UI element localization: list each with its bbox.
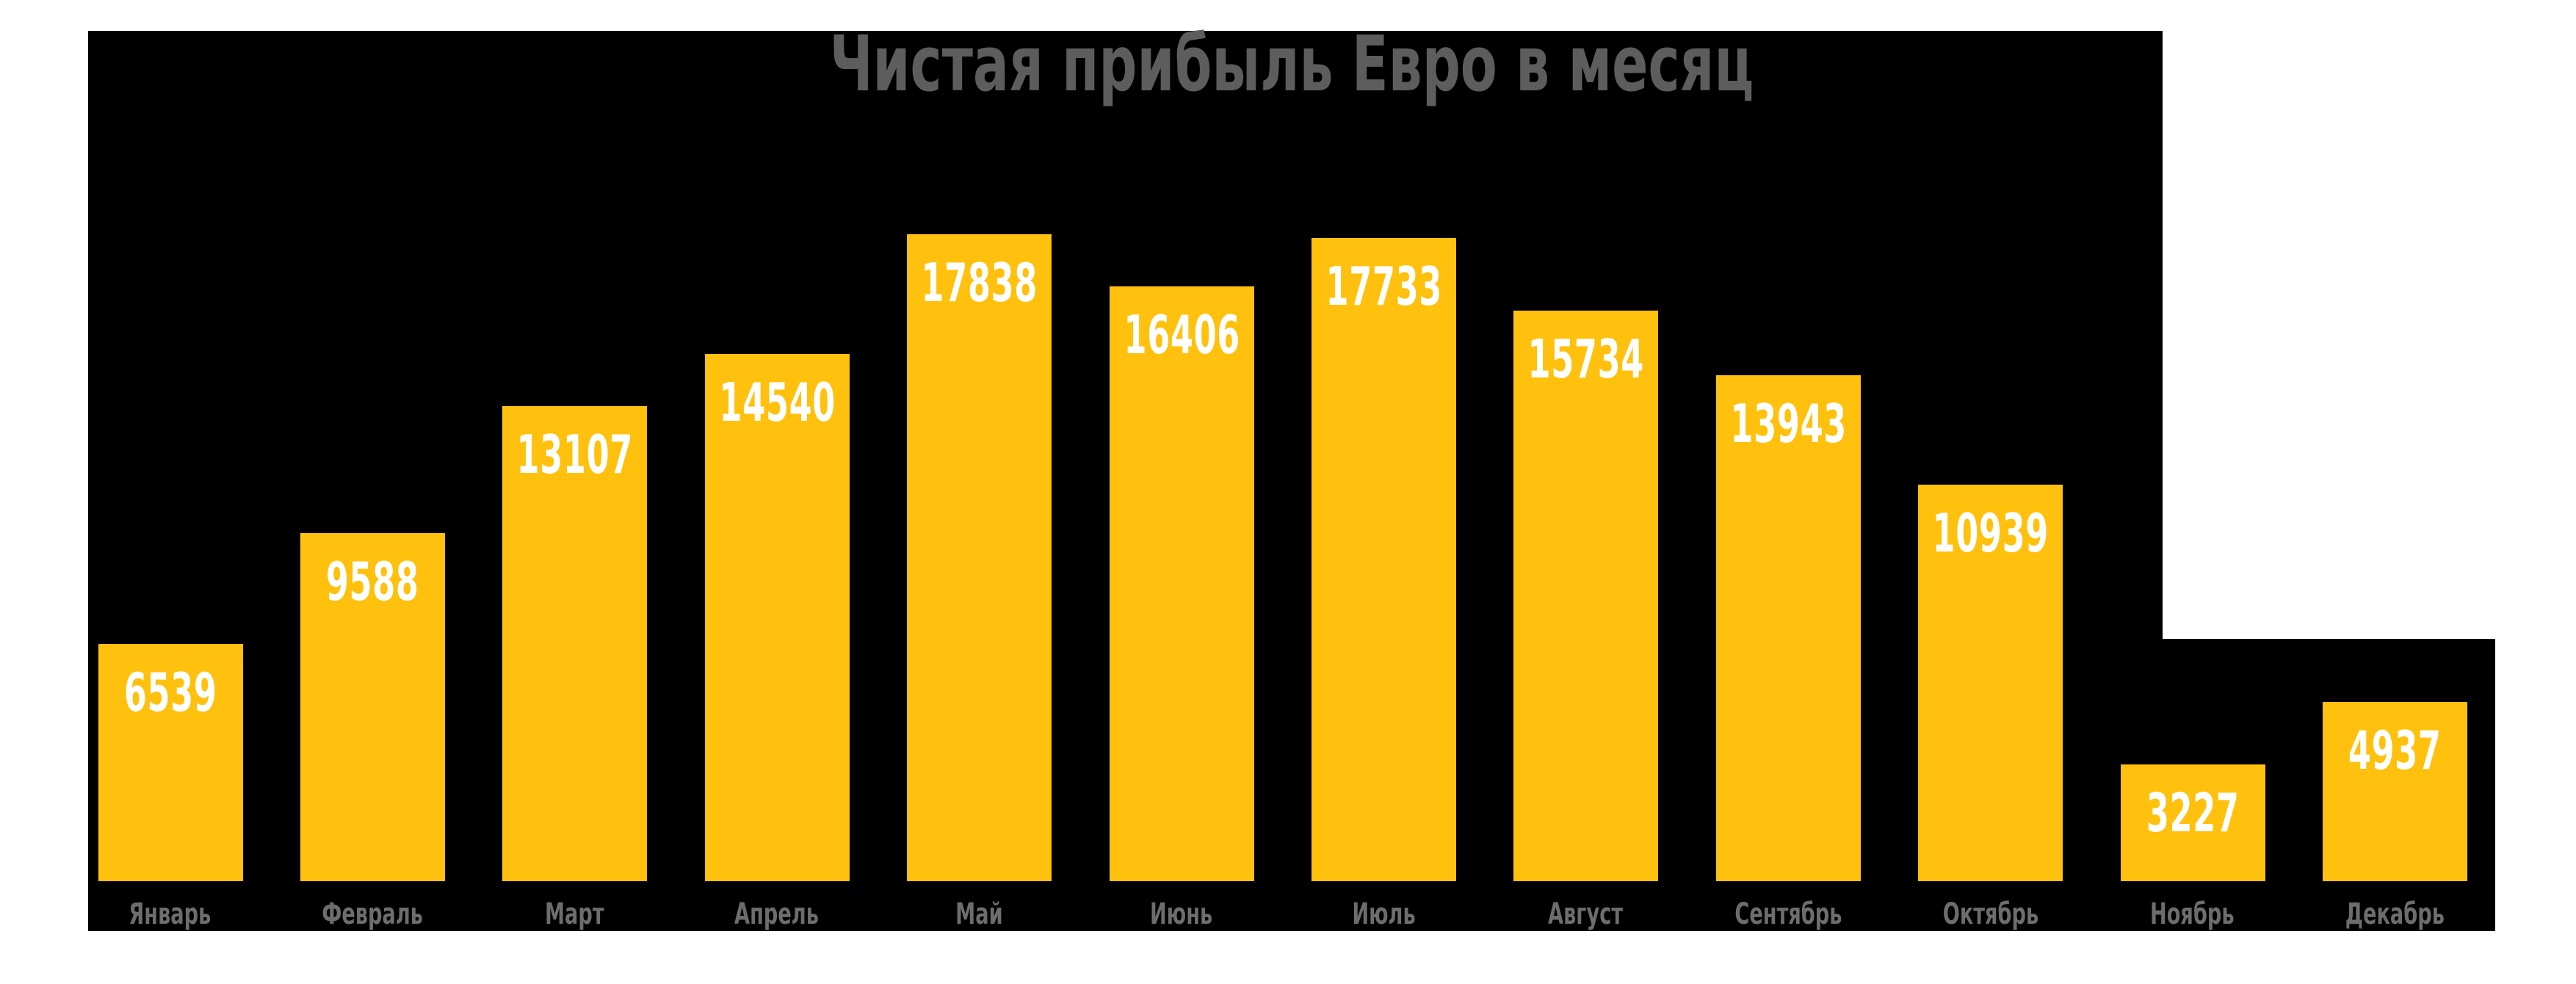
- month-axis-label: Ноябрь: [2091, 897, 2293, 931]
- bar-value-label: 14540: [719, 372, 836, 433]
- month-axis-label-text: Февраль: [322, 897, 424, 931]
- bar-value-label: 16406: [1124, 304, 1240, 366]
- chart-title: Чистая прибыль Евро в месяц: [88, 23, 2495, 104]
- bar: 17733: [1311, 238, 1456, 881]
- month-axis-label-text: Январь: [129, 897, 211, 931]
- month-axis-label: Февраль: [272, 897, 474, 931]
- bar: 10939: [1918, 485, 2063, 881]
- month-axis-label-text: Сентябрь: [1734, 897, 1842, 931]
- bar: 14540: [705, 354, 850, 881]
- bar: 13943: [1716, 375, 1861, 881]
- bar: 15734: [1513, 311, 1658, 881]
- bar-value-label: 4937: [2348, 720, 2442, 781]
- month-axis-label: Июль: [1283, 897, 1485, 931]
- month-axis-label-text: Август: [1548, 897, 1624, 931]
- month-axis-label: Июнь: [1080, 897, 1282, 931]
- month-axis-label: Апрель: [676, 897, 878, 931]
- bar: 9588: [300, 533, 445, 881]
- month-axis-label: Сентябрь: [1687, 897, 1889, 931]
- chart-title-text: Чистая прибыль Евро в месяц: [829, 19, 1754, 109]
- month-axis-label-text: Апрель: [734, 897, 819, 931]
- bar-value-label: 13107: [516, 424, 633, 485]
- month-axis-label-text: Ноябрь: [2150, 897, 2235, 931]
- bar-value-label: 3227: [2146, 782, 2240, 844]
- bar-value-label: 10939: [1932, 502, 2049, 564]
- month-axis-label: Август: [1485, 897, 1687, 931]
- month-axis-label-text: Март: [545, 897, 604, 931]
- month-axis-label: Май: [878, 897, 1080, 931]
- bar-value-label: 17838: [921, 252, 1038, 314]
- month-axis-label-text: Октябрь: [1942, 897, 2038, 931]
- bar-value-label: 6539: [124, 662, 217, 723]
- bar: 13107: [502, 406, 647, 881]
- bar-value-label: 15734: [1527, 328, 1644, 390]
- bar: 16406: [1110, 286, 1254, 881]
- month-axis-label-text: Декабрь: [2345, 897, 2445, 931]
- bar-value-label: 17733: [1325, 256, 1442, 317]
- month-axis-label-text: Июль: [1352, 897, 1416, 931]
- bar-value-label: 9588: [326, 551, 419, 612]
- month-axis-label-text: Июнь: [1149, 897, 1213, 931]
- bar-value-label: 13943: [1730, 393, 1847, 455]
- month-axis-label: Январь: [69, 897, 271, 931]
- bar: 17838: [907, 234, 1052, 881]
- month-axis-label-text: Май: [955, 897, 1003, 931]
- month-axis-label: Март: [474, 897, 676, 931]
- bar: 6539: [98, 644, 243, 881]
- bar: 3227: [2121, 764, 2265, 881]
- month-axis-label: Октябрь: [1889, 897, 2091, 931]
- month-axis-label: Декабрь: [2294, 897, 2496, 931]
- bar: 4937: [2323, 702, 2467, 881]
